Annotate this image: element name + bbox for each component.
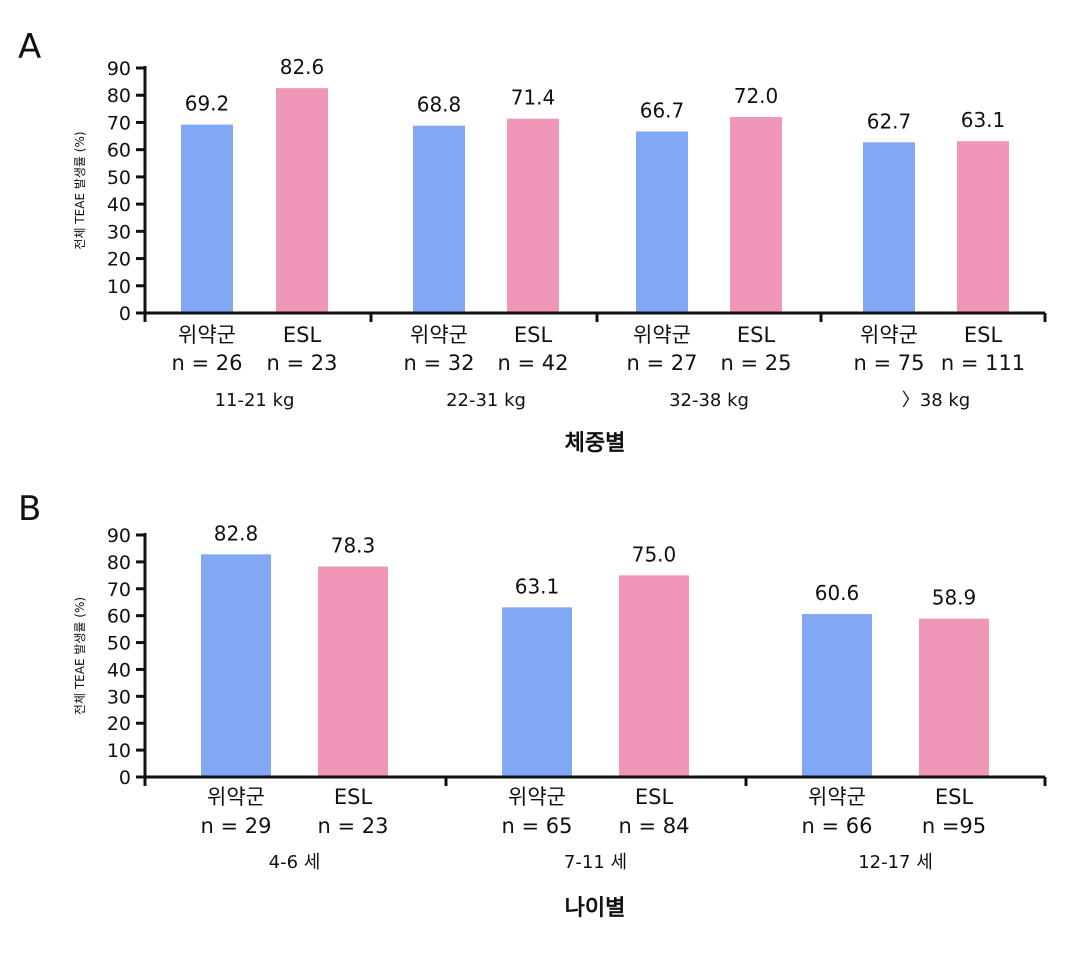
panel-a-bar-value-label: 68.8 — [417, 93, 462, 117]
panel-a-bar-category-label: 위약군 — [860, 323, 918, 347]
panel-a-letter: A — [18, 27, 41, 67]
panel-b-y-tick-label: 50 — [107, 633, 131, 655]
panel-b-bar-value-label: 63.1 — [515, 574, 560, 598]
panel-a-y-tick-label: 80 — [107, 85, 131, 107]
panel-b-bar-category-label: ESL — [935, 785, 974, 809]
panel-b-bar-value-label: 58.9 — [932, 586, 977, 610]
panel-a-bar-category-label: 위약군 — [178, 323, 236, 347]
panel-a-x-axis-title: 체중별 — [565, 431, 626, 456]
panel-b-bar-value-label: 78.3 — [331, 533, 376, 557]
panel-b-y-tick-label: 20 — [107, 713, 131, 735]
panel-a-y-tick-label: 30 — [107, 221, 131, 243]
panel-b-group-label: 12-17 세 — [858, 852, 933, 873]
panel-a-bar-category-label: ESL — [964, 323, 1003, 347]
panel-a-group-label: 22-31 kg — [446, 390, 526, 411]
panel-b-letter: B — [18, 489, 41, 529]
panel-a-chart: A 전체 TEAE 발생률 (%) 69.2 위약군 n = 26 82.6 ESL n = … — [18, 27, 1047, 456]
panel-a-y-tick-label: 90 — [107, 58, 131, 80]
panel-b-bar-value-label: 60.6 — [815, 581, 860, 605]
panel-b-y-tick-label: 60 — [107, 606, 131, 628]
panel-a-y-tick-label: 50 — [107, 167, 131, 189]
panel-a-bar-value-label: 69.2 — [185, 92, 230, 116]
panel-a-bar-n-label: n = 32 — [404, 351, 475, 375]
panel-a-group-label: 32-38 kg — [669, 390, 749, 411]
panel-a-bar-value-label: 62.7 — [867, 109, 912, 133]
panel-b-y-tick-label: 90 — [107, 525, 131, 547]
panel-b-y-axis-title: 전체 TEAE 발생률 (%) — [73, 597, 87, 715]
panel-a-bar-n-label: n = 23 — [267, 351, 338, 375]
panel-b-y-tick-label: 80 — [107, 552, 131, 574]
panel-b-bar-n-label: n = 66 — [802, 814, 873, 838]
panel-b-bar-value-label: 82.8 — [214, 521, 259, 545]
panel-a-bar — [863, 142, 915, 313]
panel-a-bar-value-label: 82.6 — [280, 55, 325, 79]
panel-a-bar-value-label: 66.7 — [640, 98, 685, 122]
panel-a-bar-n-label: n = 42 — [498, 351, 569, 375]
panel-b-bar-n-label: n = 84 — [619, 814, 690, 838]
panel-a-bar-n-label: n = 25 — [721, 351, 792, 375]
panel-b-bar — [802, 614, 872, 777]
panel-b-y-tick-label: 30 — [107, 686, 131, 708]
panel-b-bar — [201, 554, 271, 777]
panel-b-bar-category-label: ESL — [334, 785, 373, 809]
panel-b-bar-value-label: 75.0 — [632, 542, 677, 566]
panel-a-bar-n-label: n = 26 — [172, 351, 243, 375]
panel-b-bar — [502, 607, 572, 777]
panel-a-group-label: 11-21 kg — [215, 390, 295, 411]
panel-b-chart: B 전체 TEAE 발생률 (%) 82.8 위약군 n = 29 78.3 ESL n = … — [18, 489, 1047, 921]
panel-a-y-tick-label: 0 — [119, 303, 131, 325]
panel-b-bar-category-label: ESL — [635, 785, 674, 809]
panel-a-bar — [730, 117, 782, 313]
panel-b-y-tick-label: 40 — [107, 659, 131, 681]
panel-a-y-tick-label: 40 — [107, 194, 131, 216]
panel-a-bar-n-label: n = 27 — [627, 351, 698, 375]
panel-a-bar-category-label: ESL — [283, 323, 322, 347]
panel-b-group-label: 4-6 세 — [269, 852, 321, 873]
panel-b-bar-category-label: 위약군 — [508, 785, 566, 809]
panel-a-bar — [636, 131, 688, 313]
panel-b-bar-category-label: 위약군 — [808, 785, 866, 809]
panel-b-x-axis-title: 나이별 — [565, 896, 626, 921]
panel-b-bar-n-label: n =95 — [922, 814, 986, 838]
panel-a-bar-value-label: 63.1 — [961, 108, 1006, 132]
panel-b-bar-n-label: n = 65 — [502, 814, 573, 838]
panel-b-bar — [919, 618, 989, 777]
panel-a-bar-n-label: n = 75 — [854, 351, 925, 375]
panel-a-bar-value-label: 72.0 — [734, 84, 779, 108]
panel-a-bar — [413, 125, 465, 313]
panel-a-bar — [181, 124, 233, 313]
panel-a-bar-category-label: ESL — [737, 323, 776, 347]
panel-b-bar-category-label: 위약군 — [207, 785, 265, 809]
panel-a-bar-category-label: 위약군 — [633, 323, 691, 347]
panel-a-bar-category-label: 위약군 — [410, 323, 468, 347]
panel-a-group-label: 〉38 kg — [902, 390, 970, 411]
panel-a-bar-value-label: 71.4 — [511, 86, 556, 110]
panel-a-y-tick-label: 70 — [107, 112, 131, 134]
panel-b-group-label: 7-11 세 — [564, 852, 627, 873]
panel-a-y-axis-title: 전체 TEAE 발생률 (%) — [73, 131, 87, 249]
panel-a-y-tick-label: 20 — [107, 249, 131, 271]
panel-a-y-tick-label: 60 — [107, 140, 131, 162]
panel-a-bar — [957, 141, 1009, 313]
panel-b-bar-n-label: n = 23 — [318, 814, 389, 838]
panel-a-bar-category-label: ESL — [514, 323, 553, 347]
panel-b-y-tick-label: 0 — [119, 767, 131, 789]
panel-b-y-tick-label: 10 — [107, 740, 131, 762]
panel-a-bar — [276, 88, 328, 314]
panel-a-bar-n-label: n = 111 — [941, 351, 1025, 375]
panel-a-bar — [507, 118, 559, 313]
panel-a-y-tick-label: 10 — [107, 276, 131, 298]
panel-b-bar — [318, 566, 388, 777]
panel-b-bar-n-label: n = 29 — [201, 814, 272, 838]
panel-b-bar — [619, 575, 689, 777]
panel-b-y-tick-label: 70 — [107, 579, 131, 601]
